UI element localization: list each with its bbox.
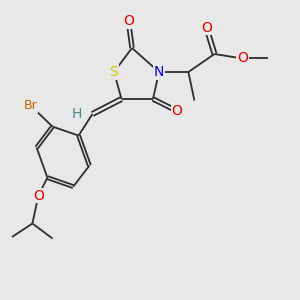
Text: O: O — [123, 14, 134, 28]
Text: O: O — [201, 21, 212, 34]
Text: O: O — [237, 52, 248, 65]
Text: S: S — [110, 65, 118, 79]
Text: H: H — [71, 107, 82, 121]
Text: Br: Br — [24, 99, 38, 112]
Text: O: O — [33, 189, 44, 202]
Text: N: N — [154, 65, 164, 79]
Text: O: O — [172, 104, 182, 118]
